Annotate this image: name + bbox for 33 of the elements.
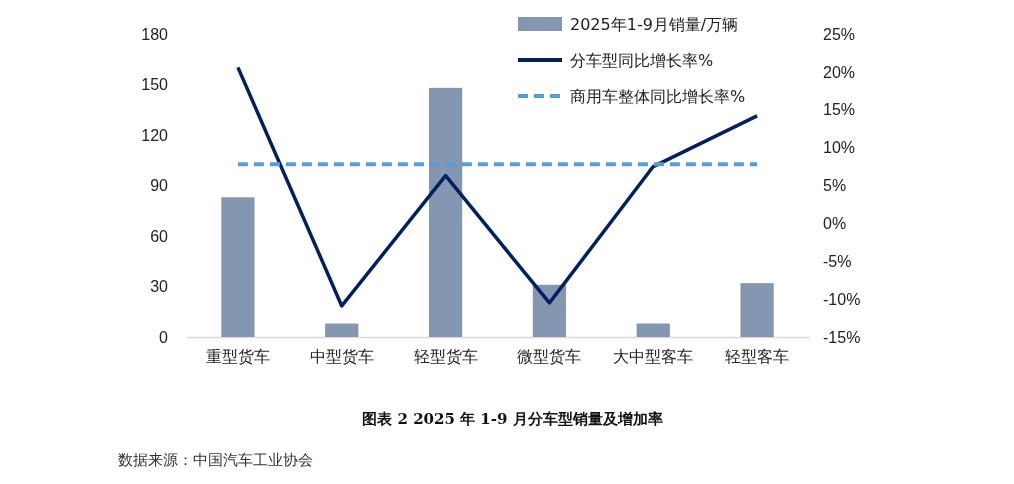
x-tick-label: 中型货车 [309, 348, 374, 366]
y2-tick-label: 5% [823, 177, 847, 195]
bar [740, 283, 774, 337]
y2-tick-label: -5% [823, 252, 852, 270]
text: 图表 2 2025 年 1-9 月分车型销量及增加率 [362, 410, 663, 428]
y2-tick-label: 15% [823, 101, 856, 119]
x-tick-label: 轻型货车 [413, 348, 478, 366]
legend-label: 商用车整体同比增长率% [570, 86, 746, 106]
y-tick-label: 120 [141, 126, 169, 144]
y2-tick-label: -10% [823, 290, 861, 308]
x-tick-label: 大中型客车 [613, 348, 694, 366]
bar [325, 323, 359, 337]
y2-tick-label: 10% [823, 139, 856, 157]
bar [532, 284, 567, 337]
legend-label: 2025年1-9月销量/万辆 [570, 14, 739, 34]
y-tick-label: 90 [150, 177, 169, 195]
bar [636, 323, 670, 337]
y-tick-label: 150 [141, 76, 169, 94]
bar [428, 87, 463, 337]
y2-tick-label: 20% [823, 63, 856, 81]
bar [221, 197, 255, 337]
y2-tick-label: 25% [823, 25, 856, 43]
y-tick-label: 60 [150, 227, 169, 245]
y-tick-label: 0 [159, 328, 169, 346]
x-tick-label: 微型货车 [517, 348, 582, 366]
y-tick-label: 180 [141, 25, 169, 43]
x-tick-label: 轻型客车 [725, 348, 790, 366]
y2-tick-label: -15% [823, 328, 861, 346]
y-tick-label: 30 [150, 278, 169, 296]
y2-tick-label: 0% [823, 214, 847, 232]
legend-label: 分车型同比增长率% [570, 50, 714, 70]
source-note: 数据来源：中国汽车工业协会 [118, 451, 313, 469]
x-tick-label: 重型货车 [205, 348, 270, 366]
